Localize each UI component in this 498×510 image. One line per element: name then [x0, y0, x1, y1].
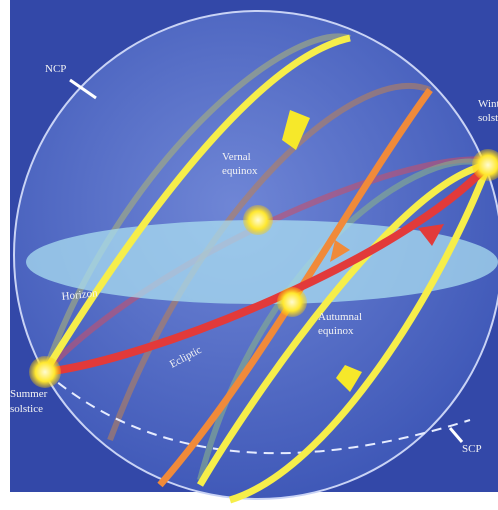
- pole-pointer: [448, 427, 464, 443]
- label-horizon: Horizon: [61, 287, 99, 303]
- label-summer: Summer: [10, 388, 48, 400]
- diurnal-path: [42, 34, 351, 374]
- diurnal-path: [228, 163, 492, 504]
- sun: [243, 205, 273, 235]
- label-scp: SCP: [462, 443, 482, 455]
- label-autumnal: Autumnal: [318, 311, 362, 323]
- celestial-equator: [196, 161, 489, 487]
- label-summer: solstice: [10, 403, 43, 415]
- label-vernal: equinox: [222, 165, 258, 177]
- direction-arrow: [330, 240, 350, 262]
- sun: [29, 356, 61, 388]
- sun: [472, 149, 498, 181]
- label-ncp: NCP: [45, 63, 66, 75]
- label-autumnal: equinox: [318, 325, 354, 337]
- pole-pointer: [69, 78, 97, 100]
- label-winter: solstice: [478, 112, 498, 124]
- hidden-path: [44, 371, 471, 455]
- label-vernal: Vernal: [222, 151, 251, 163]
- label-winter: Winter: [478, 98, 498, 110]
- direction-arrow: [418, 224, 444, 246]
- direction-arrow: [282, 110, 310, 150]
- sun: [277, 287, 307, 317]
- ecliptic: [44, 162, 491, 376]
- direction-arrow: [336, 365, 362, 392]
